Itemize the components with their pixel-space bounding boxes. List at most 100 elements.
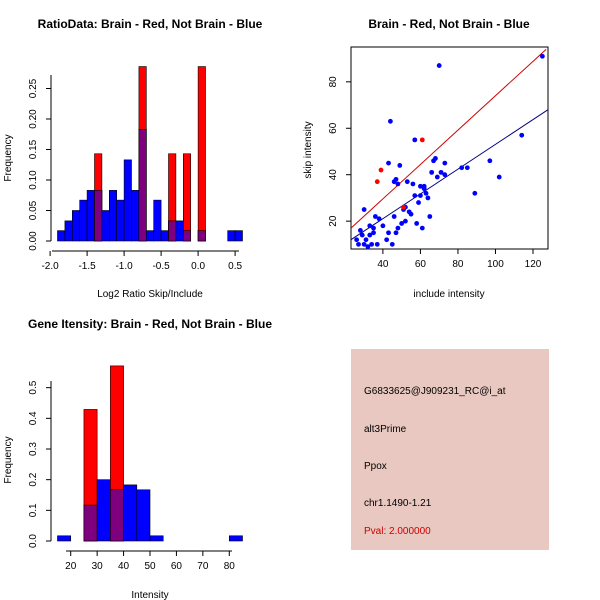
x-tick-label: 70 xyxy=(197,561,209,572)
blue-point xyxy=(386,230,391,236)
blue-point xyxy=(442,160,448,166)
blue-bar xyxy=(96,479,111,542)
blue-point xyxy=(367,232,373,238)
red-point xyxy=(378,167,384,173)
blue-point xyxy=(425,195,431,201)
blue-point xyxy=(429,169,435,175)
x-tick-label: 50 xyxy=(144,561,156,572)
blue-bar xyxy=(149,535,164,542)
gene-symbol: Ppox xyxy=(364,461,387,472)
blue-point xyxy=(363,237,369,243)
y-tick-label: 0.20 xyxy=(28,109,39,129)
scatter-x-ticks: 40 60 80 100 120 xyxy=(377,249,542,270)
event-type: alt3Prime xyxy=(364,424,407,435)
overlap-bar xyxy=(94,190,103,242)
red-point xyxy=(374,179,380,185)
blue-point xyxy=(361,207,367,212)
x-tick-label: -1.0 xyxy=(115,261,133,272)
blue-bar xyxy=(116,199,125,242)
blue-bar xyxy=(101,210,110,242)
blue-point xyxy=(487,158,493,164)
y-tick-label: 0.15 xyxy=(28,139,39,159)
blue-bar xyxy=(131,190,140,242)
blue-point xyxy=(416,200,421,205)
blue-point xyxy=(380,223,386,229)
blue-bar xyxy=(86,190,95,242)
blue-bar xyxy=(146,230,155,242)
blue-bar xyxy=(228,535,243,542)
intensity-scatter-panel: Brain - Red, Not Brain - Blue 40 60 80 100 1… xyxy=(303,17,549,300)
blue-point xyxy=(357,228,363,233)
blue-point xyxy=(418,183,423,189)
x-tick-label: 80 xyxy=(224,561,236,572)
blue-point xyxy=(404,179,410,185)
blue-point xyxy=(369,241,375,247)
ratio-histogram-panel: RatioData: Brain - Red, Not Brain - Blue… xyxy=(3,17,263,300)
blue-point xyxy=(399,221,405,226)
blue-point xyxy=(372,214,378,219)
intensity-histogram-bars xyxy=(57,365,243,542)
ratio-histogram-bars xyxy=(57,66,243,242)
blue-point xyxy=(403,218,408,224)
blue-bar xyxy=(136,489,151,542)
blue-point xyxy=(434,174,440,180)
y-tick-label: 0.5 xyxy=(28,380,39,394)
y-tick-label: 80 xyxy=(328,76,339,88)
intensity-histogram-panel: Gene Itensity: Brain - Red, Not Brain - … xyxy=(3,317,272,600)
blue-bar xyxy=(64,220,73,242)
blue-point xyxy=(427,214,433,219)
scatter-ylabel: skip intensity xyxy=(303,121,314,178)
blue-point xyxy=(464,165,470,171)
ratio-histogram-ylabel: Frequency xyxy=(3,134,14,181)
blue-point xyxy=(397,163,403,168)
x-tick-label: 120 xyxy=(525,259,542,270)
blue-point xyxy=(421,186,427,192)
overlap-bar xyxy=(168,220,177,242)
x-tick-label: 100 xyxy=(487,259,504,270)
blue-point xyxy=(412,137,418,143)
blue-point xyxy=(388,118,393,124)
blue-point xyxy=(386,160,391,166)
blue-point xyxy=(395,181,401,187)
blue-point xyxy=(365,244,371,250)
blue-point xyxy=(419,225,425,231)
x-tick-label: 40 xyxy=(377,259,389,270)
blue-point xyxy=(438,169,444,175)
blue-bar xyxy=(123,159,132,242)
y-tick-label: 60 xyxy=(328,122,339,134)
blue-bar xyxy=(175,220,184,242)
probe-id: G6833625@J909231_RC@i_at xyxy=(364,386,506,397)
blue-point xyxy=(395,225,401,231)
blue-point xyxy=(472,190,478,196)
scatter-xlabel: include intensity xyxy=(413,289,484,300)
ratio-histogram-title: RatioData: Brain - Red, Not Brain - Blue xyxy=(38,17,263,31)
blue-point xyxy=(393,230,399,236)
blue-fit-line xyxy=(350,109,549,241)
blue-point xyxy=(408,211,414,217)
y-tick-label: 0.0 xyxy=(28,534,39,548)
x-tick-label: -0.5 xyxy=(152,261,170,272)
y-tick-label: 0.1 xyxy=(28,503,39,517)
intensity-histogram-ylabel: Frequency xyxy=(3,436,14,483)
overlap-bar xyxy=(197,230,206,242)
blue-bar xyxy=(234,230,243,242)
intensity-histogram-x-ticks: 20 30 40 50 60 70 80 xyxy=(65,551,235,572)
intensity-histogram-title: Gene Itensity: Brain - Red, Not Brain - … xyxy=(28,317,272,331)
red-fit-line xyxy=(350,48,547,229)
blue-bar xyxy=(123,484,138,542)
scatter-fit-lines xyxy=(350,48,549,241)
blue-point xyxy=(389,241,395,247)
x-tick-label: 60 xyxy=(171,561,183,572)
blue-point xyxy=(519,132,525,138)
x-tick-label: 80 xyxy=(452,259,464,270)
blue-point xyxy=(418,193,423,198)
genomic-location: chr1.1490-1.21 xyxy=(364,498,432,509)
red-bar xyxy=(197,66,206,242)
blue-point xyxy=(496,174,502,180)
y-tick-label: 0.25 xyxy=(28,78,39,98)
blue-point xyxy=(410,181,416,187)
blue-point xyxy=(414,221,420,226)
ratio-histogram-xlabel: Log2 Ratio Skip/Include xyxy=(97,289,203,300)
p-value: Pval: 2.000000 xyxy=(364,526,431,537)
scatter-plot-frame xyxy=(350,46,549,250)
